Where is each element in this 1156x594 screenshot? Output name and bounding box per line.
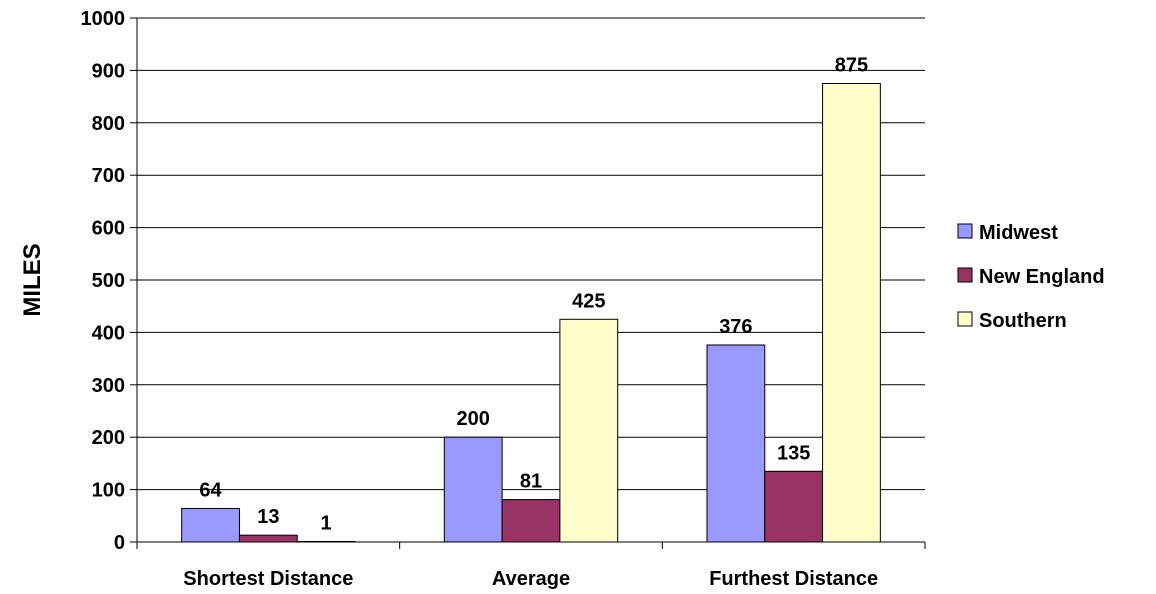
legend-swatch: [957, 311, 973, 327]
y-tick-label: 800: [92, 113, 125, 135]
gridlines: [137, 17, 925, 491]
bar-southern: [559, 318, 619, 543]
data-label: 425: [572, 290, 605, 312]
x-tick-label: Furthest Distance: [709, 568, 878, 590]
legend-label: Midwest: [979, 222, 1058, 244]
x-tick-label: Shortest Distance: [183, 568, 353, 590]
y-tick-labels: 0 100 200 300 400 500 600 700 800 900 1000: [81, 8, 126, 554]
x-tick-labels: Shortest Distance Average Furthest Distanc…: [183, 568, 878, 590]
y-tick-label: 700: [92, 165, 125, 187]
bar-midwest: [443, 436, 503, 543]
y-tick-label: 500: [92, 270, 125, 292]
bar-midwest: [181, 507, 240, 543]
legend-label: Southern: [979, 310, 1067, 332]
data-label: 81: [520, 471, 542, 493]
y-tick-label: 1000: [81, 8, 126, 30]
data-label: 13: [257, 506, 279, 528]
legend-swatch: [957, 267, 973, 283]
data-label: 135: [777, 442, 810, 464]
legend-label: New England: [979, 266, 1105, 288]
y-tick-label: 600: [92, 218, 125, 240]
y-tick-label: 100: [92, 480, 125, 502]
data-label: 875: [835, 55, 868, 77]
bars: [181, 83, 881, 543]
y-tick-label: 300: [92, 375, 125, 397]
bar-new-england: [764, 470, 824, 543]
bar-midwest: [706, 344, 766, 543]
bar-new-england: [238, 534, 298, 543]
y-tick-label: 400: [92, 322, 125, 344]
data-label: 200: [457, 408, 490, 430]
axes: [130, 17, 926, 549]
data-label: 376: [719, 316, 752, 338]
bar-new-england: [501, 499, 561, 543]
x-tick-label: Average: [492, 568, 570, 590]
y-tick-label: 0: [114, 532, 125, 554]
data-label: 64: [199, 479, 222, 501]
data-labels: 64 13 1 200 81 425 376 135 875: [199, 55, 868, 535]
y-tick-label: 900: [92, 60, 125, 82]
y-axis-label: MILES: [19, 243, 46, 316]
y-tick-label: 200: [92, 427, 125, 449]
data-label: 1: [321, 512, 332, 534]
bar-southern: [822, 83, 881, 543]
legend: Midwest New England Southern: [957, 222, 1105, 332]
legend-swatch: [957, 223, 973, 239]
